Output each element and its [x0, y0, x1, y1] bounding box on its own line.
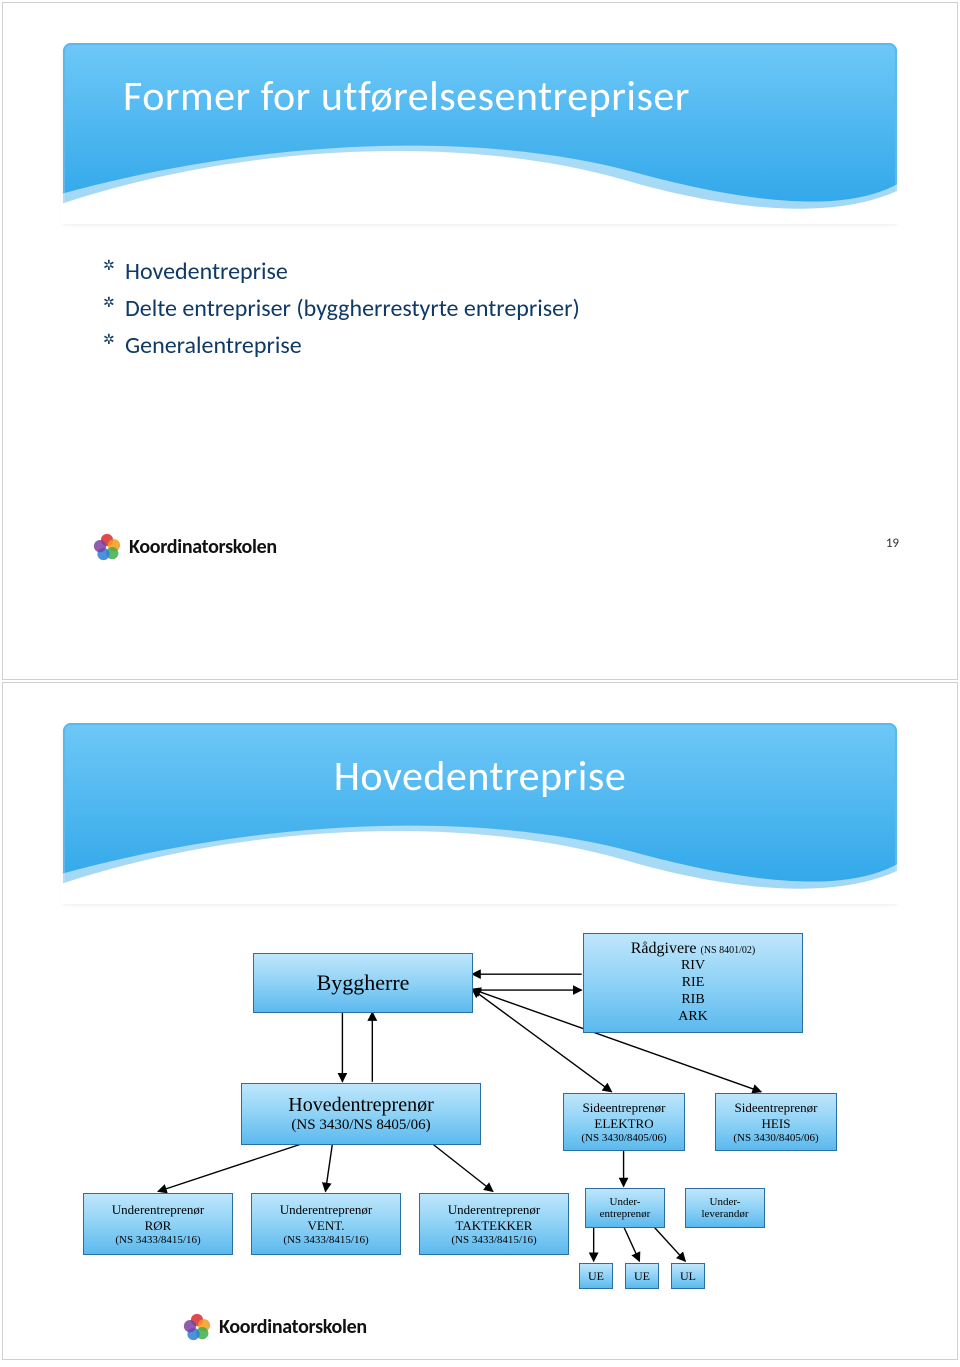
node-label: Byggherre	[317, 970, 410, 996]
node-ue-leaf: UE	[579, 1263, 613, 1289]
node-label: Sideentreprenør	[734, 1100, 817, 1116]
node-label2: leverandør	[701, 1208, 748, 1220]
node-under-leverandor: Under- leverandør	[685, 1188, 765, 1228]
brand-logo: Koordinatorskolen	[93, 533, 277, 561]
node-label2: HEIS	[762, 1116, 791, 1132]
node-label: UE	[634, 1269, 650, 1284]
node-ue-leaf: UE	[625, 1263, 659, 1289]
node-label2: VENT.	[308, 1218, 345, 1234]
page-number: 19	[886, 536, 899, 551]
org-diagram: Byggherre Rådgivere (NS 8401/02) RIV RIE…	[3, 683, 957, 1359]
slide-title: Former for utførelsesentrepriser	[123, 71, 690, 122]
logo-icon	[93, 533, 121, 561]
bullet-item: Hovedentreprise	[103, 253, 580, 290]
node-sublabel: (NS 3430/NS 8405/06)	[291, 1117, 430, 1134]
node-under-entreprenor: Under- entreprenør	[585, 1188, 665, 1228]
node-sublabel: (NS 3430/8405/06)	[733, 1132, 818, 1144]
node-sublabel: (NS 3433/8415/16)	[115, 1234, 200, 1246]
node-sublabel: (NS 3433/8415/16)	[451, 1234, 536, 1246]
node-byggherre: Byggherre	[253, 953, 473, 1013]
node-label: Underentreprenør	[280, 1202, 372, 1218]
node-line: RIV	[681, 958, 705, 975]
node-label: UE	[588, 1269, 604, 1284]
slide-2: Hovedentreprise Byggherre Rådgivere (NS …	[2, 682, 958, 1360]
bullet-item: Generalentreprise	[103, 327, 580, 364]
logo-text: Koordinatorskolen	[129, 535, 277, 559]
node-label: Under-	[710, 1196, 741, 1208]
node-sublabel: (NS 3430/8405/06)	[581, 1132, 666, 1144]
node-label2: RØR	[145, 1218, 172, 1234]
node-line: RIB	[681, 992, 704, 1009]
logo-icon	[183, 1313, 211, 1341]
banner-swoosh	[61, 134, 901, 224]
node-sublabel: (NS 3433/8415/16)	[283, 1234, 368, 1246]
node-line: ARK	[678, 1009, 708, 1026]
logo-text: Koordinatorskolen	[219, 1315, 367, 1339]
node-side-elektro: Sideentreprenør ELEKTRO (NS 3430/8405/06…	[563, 1093, 685, 1151]
node-label2: TAKTEKKER	[456, 1218, 533, 1234]
node-hovedentreprenor: Hovedentreprenør (NS 3430/NS 8405/06)	[241, 1083, 481, 1145]
bullet-list: Hovedentreprise Delte entrepriser (byggh…	[103, 253, 580, 365]
node-label2: entreprenør	[600, 1208, 651, 1220]
diagram-arrows	[3, 683, 957, 1359]
node-ue-tak: Underentreprenør TAKTEKKER (NS 3433/8415…	[419, 1193, 569, 1255]
node-label: Hovedentreprenør	[288, 1094, 434, 1117]
title-banner: Former for utførelsesentrepriser	[63, 43, 897, 223]
node-label: Underentreprenør	[112, 1202, 204, 1218]
node-radgivere: Rådgivere (NS 8401/02) RIV RIE RIB ARK	[583, 933, 803, 1033]
brand-logo: Koordinatorskolen	[183, 1313, 367, 1341]
node-ue-vent: Underentreprenør VENT. (NS 3433/8415/16)	[251, 1193, 401, 1255]
node-label: Sideentreprenør	[582, 1100, 665, 1116]
node-title: Rådgivere (NS 8401/02)	[631, 940, 755, 958]
node-label: Under-	[610, 1196, 641, 1208]
node-line: RIE	[682, 975, 705, 992]
node-ul-leaf: UL	[671, 1263, 705, 1289]
bullet-item: Delte entrepriser (byggherrestyrte entre…	[103, 290, 580, 327]
node-label: UL	[680, 1269, 696, 1284]
node-label: Underentreprenør	[448, 1202, 540, 1218]
node-label2: ELEKTRO	[594, 1116, 653, 1132]
node-ue-ror: Underentreprenør RØR (NS 3433/8415/16)	[83, 1193, 233, 1255]
node-side-heis: Sideentreprenør HEIS (NS 3430/8405/06)	[715, 1093, 837, 1151]
slide-1: Former for utførelsesentrepriser Hoveden…	[2, 2, 958, 680]
